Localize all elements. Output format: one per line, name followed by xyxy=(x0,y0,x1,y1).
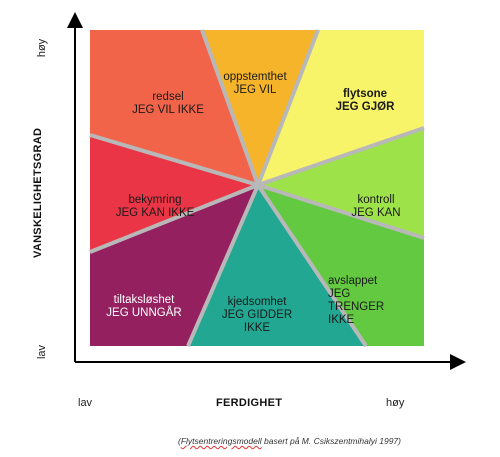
segment-flytsone xyxy=(258,30,424,185)
source-caption: (Flytsentreringsmodell basert på M. Csik… xyxy=(178,436,401,446)
segment-bekymring xyxy=(90,135,258,252)
segment-dividers xyxy=(89,29,425,348)
divider-line xyxy=(257,126,425,187)
y-axis-high-label: høy xyxy=(36,38,48,58)
label-oppstemthet: oppstemthet JEG VIL xyxy=(223,71,287,96)
segment-tiltaksloshet xyxy=(90,185,258,346)
divider-line xyxy=(200,29,260,186)
label-bekymring: bekymring JEG KAN IKKE xyxy=(115,194,195,219)
divider-line xyxy=(89,183,259,254)
segment-kontroll xyxy=(258,128,424,238)
label-kontroll: kontroll JEG KAN xyxy=(351,194,401,219)
divider-line xyxy=(89,133,259,187)
segment-kjedsomhet xyxy=(188,185,366,346)
divider-line xyxy=(256,183,368,348)
y-axis-title: VANSKELIGHETSGRAD xyxy=(32,127,44,258)
divider-line xyxy=(186,184,260,347)
label-kjedsomhet: kjedsomhet JEG GIDDER IKKE xyxy=(221,296,293,334)
y-axis-low-label: lav xyxy=(36,344,48,360)
label-avslappet: avslappet JEG TRENGER IKKE xyxy=(328,275,385,326)
label-tiltaksloshet: tiltaksløshet JEG UNNGÅR xyxy=(106,294,182,319)
divider-line xyxy=(256,29,320,186)
label-flytsone: flytsone JEG GJØR xyxy=(335,88,395,113)
x-axis-high-label: høy xyxy=(386,397,405,409)
label-redsel: redsel JEG VIL IKKE xyxy=(132,91,204,116)
x-axis-low-label: lav xyxy=(78,397,93,409)
segment-oppstemthet xyxy=(202,30,318,185)
divider-line xyxy=(257,183,425,240)
x-axis-title: FERDIGHET xyxy=(216,397,283,409)
